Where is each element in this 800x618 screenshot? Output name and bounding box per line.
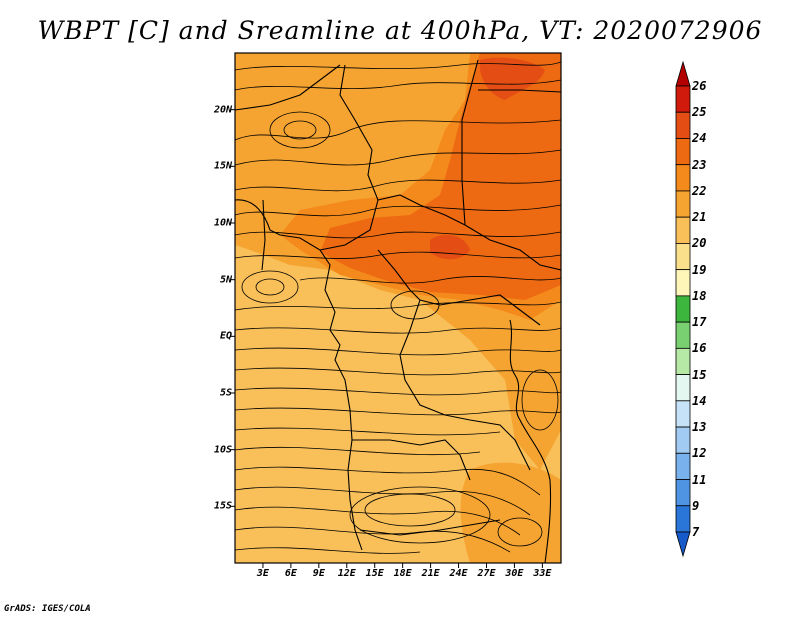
colorbar-cell [675,216,691,244]
map-panel [235,53,561,563]
map-frame [234,52,562,564]
lon-tick-label: 24E [449,568,468,579]
colorbar-cell [675,295,691,323]
lon-tick-label: 21E [421,568,440,579]
wbpt-fill-24 [479,57,545,100]
colorbar-cell [675,85,691,113]
grads-credit: GrADS: IGES/COLA [4,604,91,614]
lon-tick-label: 9E [312,568,325,579]
colorbar-cell [675,164,691,192]
lon-tick-label: 3E [256,568,269,579]
lon-tick-label: 30E [505,568,524,579]
colorbar-cell [675,111,691,139]
colorbar-cell [675,347,691,375]
map-title: WBPT [C] and Sreamline at 400hPa, VT: 20… [37,16,763,45]
colorbar-cell [675,400,691,428]
colorbar-cell [675,374,691,402]
colorbar-cell [675,426,691,454]
colorbar-level-label: 26 [692,79,707,93]
lat-tick-label: 10N [213,217,232,229]
colorbar-min-triangle [675,531,691,558]
colorbar-level-label: 13 [692,420,707,435]
lat-tick-label: 15S [213,500,232,512]
lat-tick-label: EQ [219,330,232,342]
streamlines [235,61,561,554]
colorbar-cell [675,321,691,349]
colorbar-level-label: 7 [692,525,700,539]
colorbar-level-label: 19 [692,262,707,277]
lon-tick-label: 6E [284,568,297,579]
colorbar-cell [675,479,691,507]
colorbar-level-label: 22 [692,183,707,198]
lat-tick-label: 5S [219,387,232,399]
wbpt-fill-21-south [460,462,561,563]
colorbar-max-triangle [675,60,691,87]
colorbar-level-label: 23 [692,157,707,172]
lon-tick-label: 33E [533,568,552,579]
colorbar-level-label: 15 [692,367,707,382]
wbpt-fill-23 [320,53,561,300]
lat-tick-label: 15N [213,160,232,172]
colorbar-cell [675,269,691,297]
colorbar-cell [675,190,691,218]
colorbar-cell [675,505,691,533]
colorbar-level-label: 20 [692,236,707,251]
lon-tick-label: 27E [477,568,496,579]
colorbar-level-label: 12 [692,446,707,461]
lat-tick-label: 5N [219,274,232,286]
country-borders [235,59,561,563]
colorbar-level-label: 25 [692,105,707,120]
colorbar-cell [675,243,691,271]
colorbar-level-label: 17 [692,315,707,330]
colorbar-cell [675,452,691,480]
lon-tick-label: 15E [365,568,384,579]
lat-tick-label: 10S [213,444,232,456]
colorbar-level-label: 21 [692,210,707,225]
colorbar-level-label: 9 [692,498,700,513]
colorbar-cell [675,138,691,166]
colorbar-level-label: 16 [692,341,707,356]
colorbar-level-label: 24 [692,131,707,146]
colorbar-level-label: 18 [692,288,707,303]
lon-tick-label: 12E [337,568,356,579]
lat-tick-label: 20N [213,104,232,116]
colorbar-level-label: 14 [692,393,707,408]
colorbar-level-label: 11 [692,472,707,487]
colorbar [675,60,691,558]
map-ticks [230,109,543,568]
lon-tick-label: 18E [393,568,412,579]
